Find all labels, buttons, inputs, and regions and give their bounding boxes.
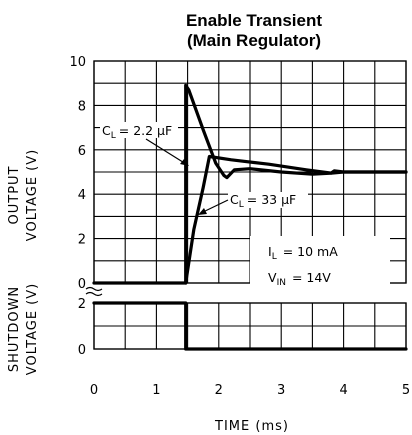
lower-panel-grid [93, 302, 407, 350]
upper-y-tick-label: 8 [78, 99, 86, 114]
cl-large-label: C [230, 192, 239, 207]
lower-y-tick-labels: 02 [78, 297, 86, 358]
il-label: I [268, 244, 272, 259]
x-tick-label: 1 [152, 383, 160, 398]
cl-large-sub: L [239, 200, 244, 210]
svg-text:IL= 10 mA: IL = 10 mA [268, 244, 338, 262]
x-tick-label: 3 [277, 383, 285, 398]
svg-text:CL= 33 µF: CL = 33 µF [230, 192, 296, 210]
chart-subtitle: (Main Regulator) [187, 31, 321, 50]
axis-break-marks [85, 286, 103, 297]
upper-y-axis-title-line1: OUTPUT [7, 166, 22, 225]
x-axis-title: TIME (ms) [214, 419, 289, 434]
x-tick-labels: 0 1 2 3 4 5 [90, 383, 410, 398]
cl-small-arrowhead [180, 159, 189, 166]
annotation-cl-33uf: CL = 33 µF [198, 192, 308, 215]
annotation-cl-2-2uf: CL = 2.2 µF [100, 122, 189, 166]
cl-small-sub: L [111, 131, 116, 141]
upper-y-tick-label: 6 [78, 144, 86, 159]
x-tick-label: 4 [339, 383, 347, 398]
vin-sub: IN [277, 278, 286, 288]
svg-text:CL= 2.2 µF: CL = 2.2 µF [102, 123, 172, 141]
upper-y-tick-label: 0 [78, 277, 86, 292]
lower-y-tick-label: 0 [78, 343, 86, 358]
il-value: = 10 mA [283, 244, 339, 259]
series-shutdown-line [92, 301, 408, 351]
cl-large-value: = 33 µF [247, 192, 296, 207]
chart-title: Enable Transient [186, 11, 322, 30]
cl-small-arrow [145, 138, 187, 165]
x-tick-label: 0 [90, 383, 98, 398]
upper-y-axis-title-line2: VOLTAGE (V) [25, 149, 40, 241]
annotation-conditions: IL = 10 mA VIN = 14V [250, 236, 390, 292]
vin-value: = 14V [292, 270, 331, 285]
lower-y-axis-title-line2: VOLTAGE (V) [25, 283, 40, 375]
cl-large-arrow [200, 199, 229, 214]
il-sub: L [272, 252, 277, 262]
upper-y-tick-label: 2 [78, 233, 86, 248]
lower-y-tick-label: 2 [78, 297, 86, 312]
vin-label: V [268, 270, 277, 285]
svg-text:VIN= 14V: VIN = 14V [268, 270, 331, 288]
upper-y-tick-label: 4 [78, 188, 86, 203]
x-tick-label: 5 [402, 383, 410, 398]
upper-y-tick-label: 10 [69, 55, 86, 70]
lower-y-axis-title-line1: SHUTDOWN [7, 286, 22, 372]
cl-small-label: C [102, 123, 111, 138]
series-cl-33uf-line [184, 154, 408, 285]
cl-small-value: = 2.2 µF [119, 123, 172, 138]
upper-y-tick-labels: 0 2 4 6 8 10 [69, 55, 86, 292]
x-tick-label: 2 [215, 383, 223, 398]
cl-large-arrowhead [198, 208, 207, 215]
